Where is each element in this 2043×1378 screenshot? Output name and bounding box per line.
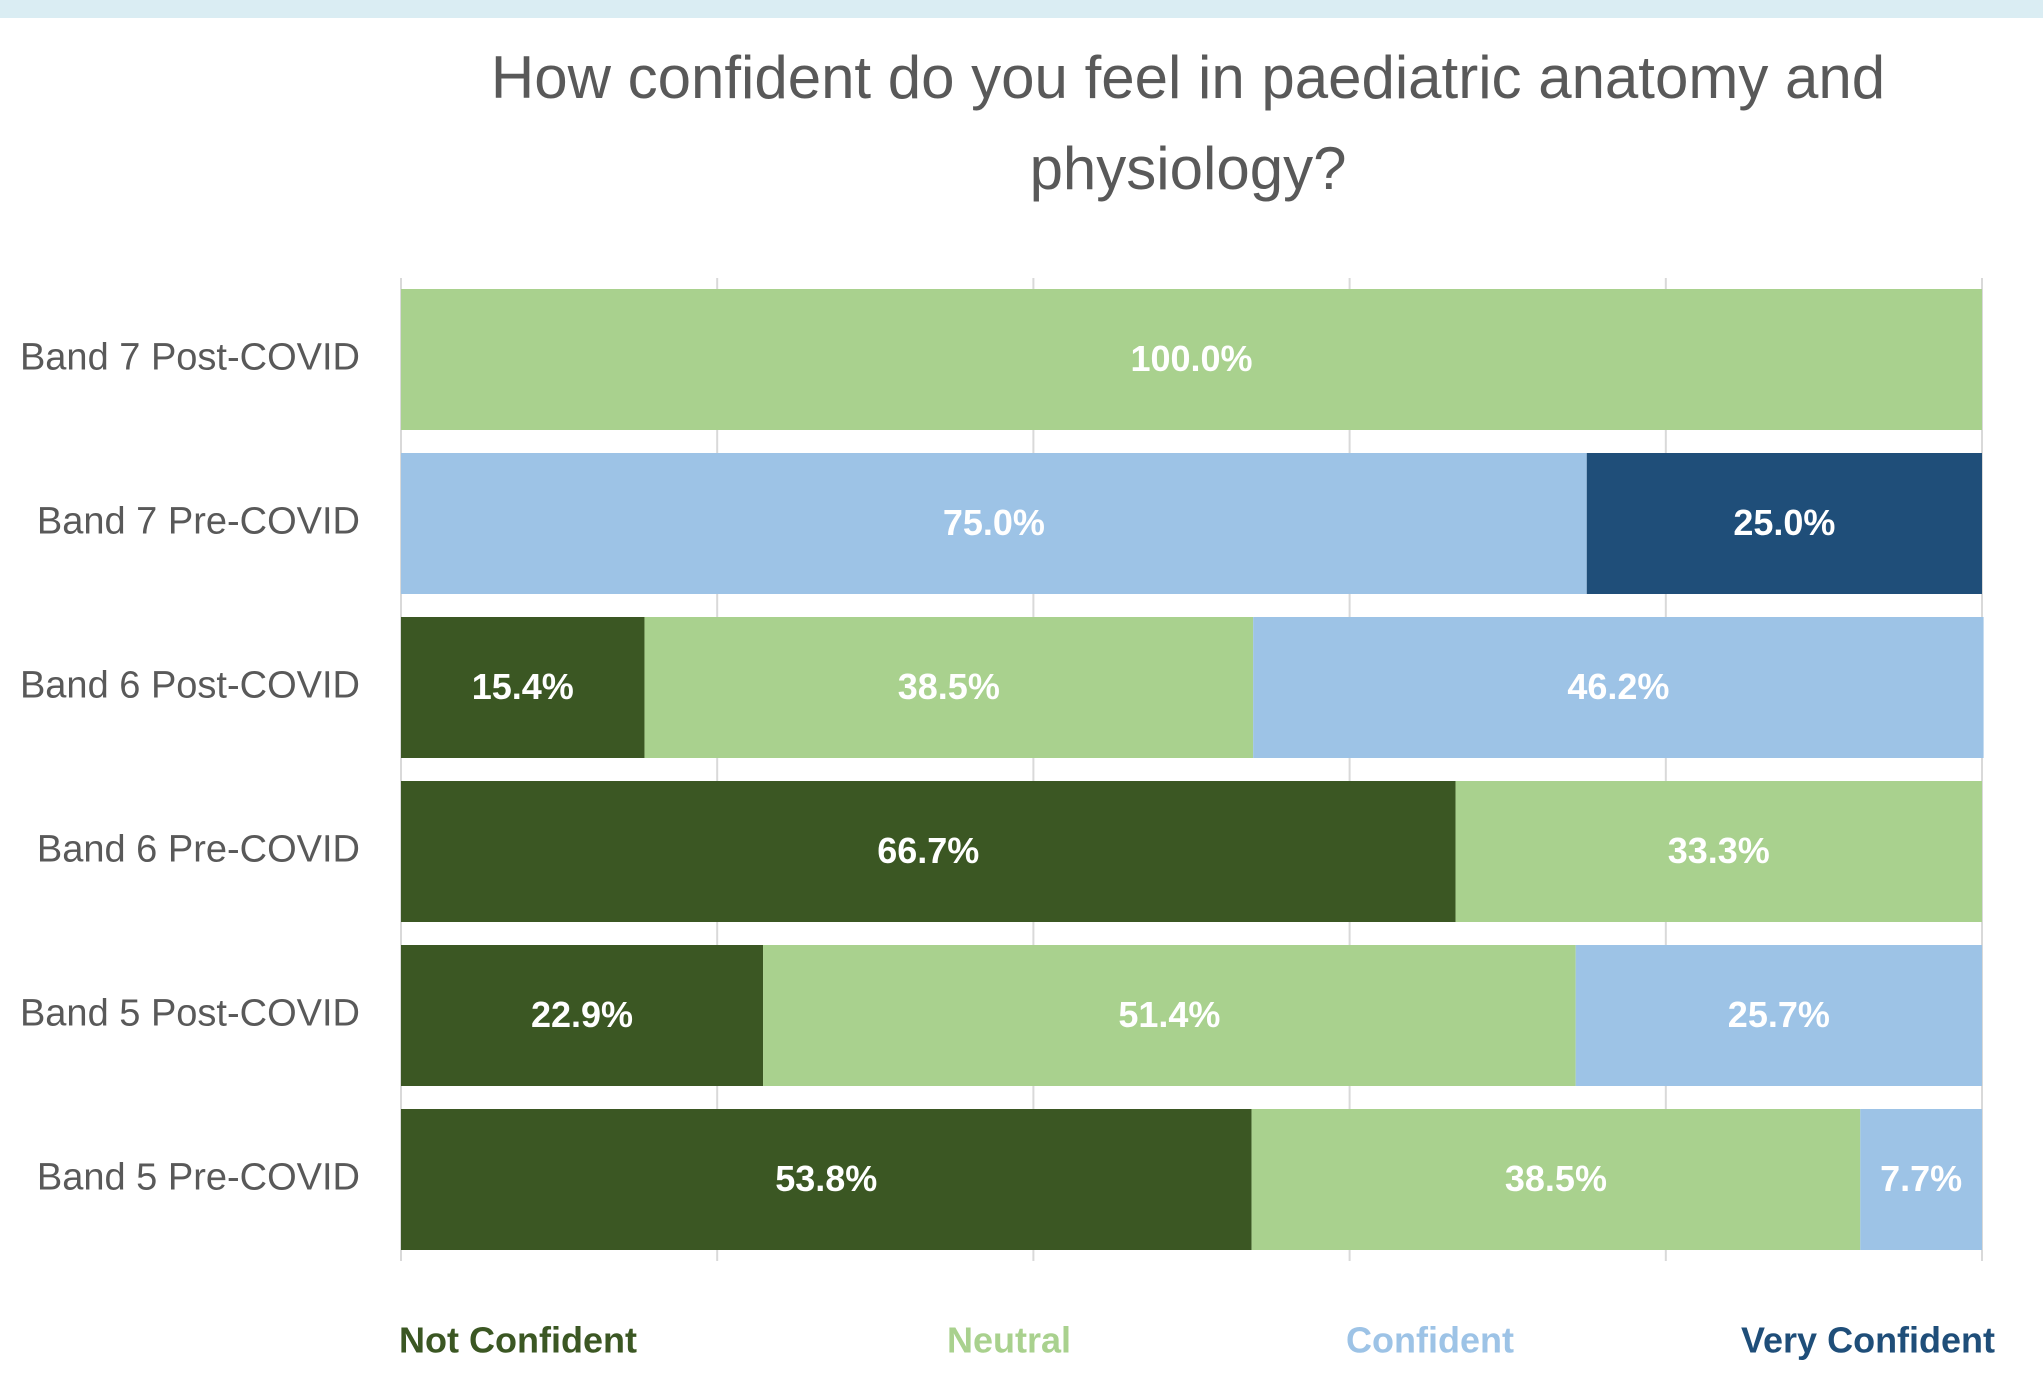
bar-segment xyxy=(1860,1109,1982,1250)
data-label: 53.8% xyxy=(775,1158,877,1199)
category-label: Band 6 Pre-COVID xyxy=(37,829,360,871)
chart-title: How confident do you feel in paediatric … xyxy=(491,44,1885,202)
data-label: 75.0% xyxy=(943,502,1045,543)
bar-segment xyxy=(401,617,645,758)
data-label: 100.0% xyxy=(1130,338,1252,379)
bar-segment xyxy=(401,453,1587,594)
data-label: 38.5% xyxy=(898,666,1000,707)
top-stripe xyxy=(0,0,2043,18)
data-label: 38.5% xyxy=(1505,1158,1607,1199)
data-label: 22.9% xyxy=(531,994,633,1035)
data-label: 25.0% xyxy=(1733,502,1835,543)
category-label: Band 7 Post-COVID xyxy=(20,337,360,379)
bar-segment xyxy=(1251,1109,1861,1250)
data-label: 7.7% xyxy=(1880,1158,1962,1199)
data-label: 46.2% xyxy=(1567,666,1669,707)
bar-segment xyxy=(1253,617,1984,758)
data-label: 51.4% xyxy=(1118,994,1220,1035)
bar-segment xyxy=(401,1109,1252,1250)
bar-segment xyxy=(763,945,1576,1086)
data-label: 15.4% xyxy=(472,666,574,707)
category-label: Band 5 Pre-COVID xyxy=(37,1157,360,1199)
bar-segment xyxy=(1575,945,1982,1086)
category-label: Band 5 Post-COVID xyxy=(20,993,360,1035)
bar-segment xyxy=(1455,781,1982,922)
legend-entry: Neutral xyxy=(947,1320,1071,1361)
bar-segment xyxy=(1586,453,1982,594)
data-label: 66.7% xyxy=(877,830,979,871)
bar-segment xyxy=(401,781,1456,922)
data-label: 33.3% xyxy=(1668,830,1770,871)
bar-segment xyxy=(401,945,764,1086)
legend-entry: Very Confident xyxy=(1741,1320,1995,1361)
category-label: Band 7 Pre-COVID xyxy=(37,501,360,543)
bar-segment xyxy=(644,617,1254,758)
category-label: Band 6 Post-COVID xyxy=(20,665,360,707)
data-label: 25.7% xyxy=(1728,994,1830,1035)
legend-entry: Not Confident xyxy=(399,1320,637,1361)
legend-entry: Confident xyxy=(1346,1320,1514,1361)
bar-segment xyxy=(401,289,1982,430)
